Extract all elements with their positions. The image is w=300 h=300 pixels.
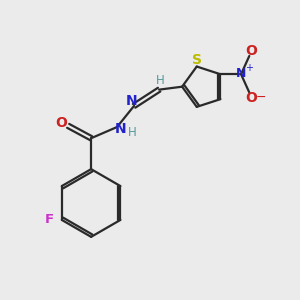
Text: H: H	[156, 74, 165, 87]
Text: F: F	[44, 213, 53, 226]
Text: N: N	[126, 94, 138, 107]
Text: O: O	[56, 116, 68, 130]
Text: +: +	[245, 63, 253, 73]
Text: O: O	[245, 91, 257, 105]
Text: S: S	[192, 53, 202, 67]
Text: O: O	[245, 44, 257, 58]
Text: −: −	[256, 91, 266, 104]
Text: H: H	[128, 126, 137, 139]
Text: N: N	[236, 67, 246, 80]
Text: N: N	[115, 122, 127, 136]
